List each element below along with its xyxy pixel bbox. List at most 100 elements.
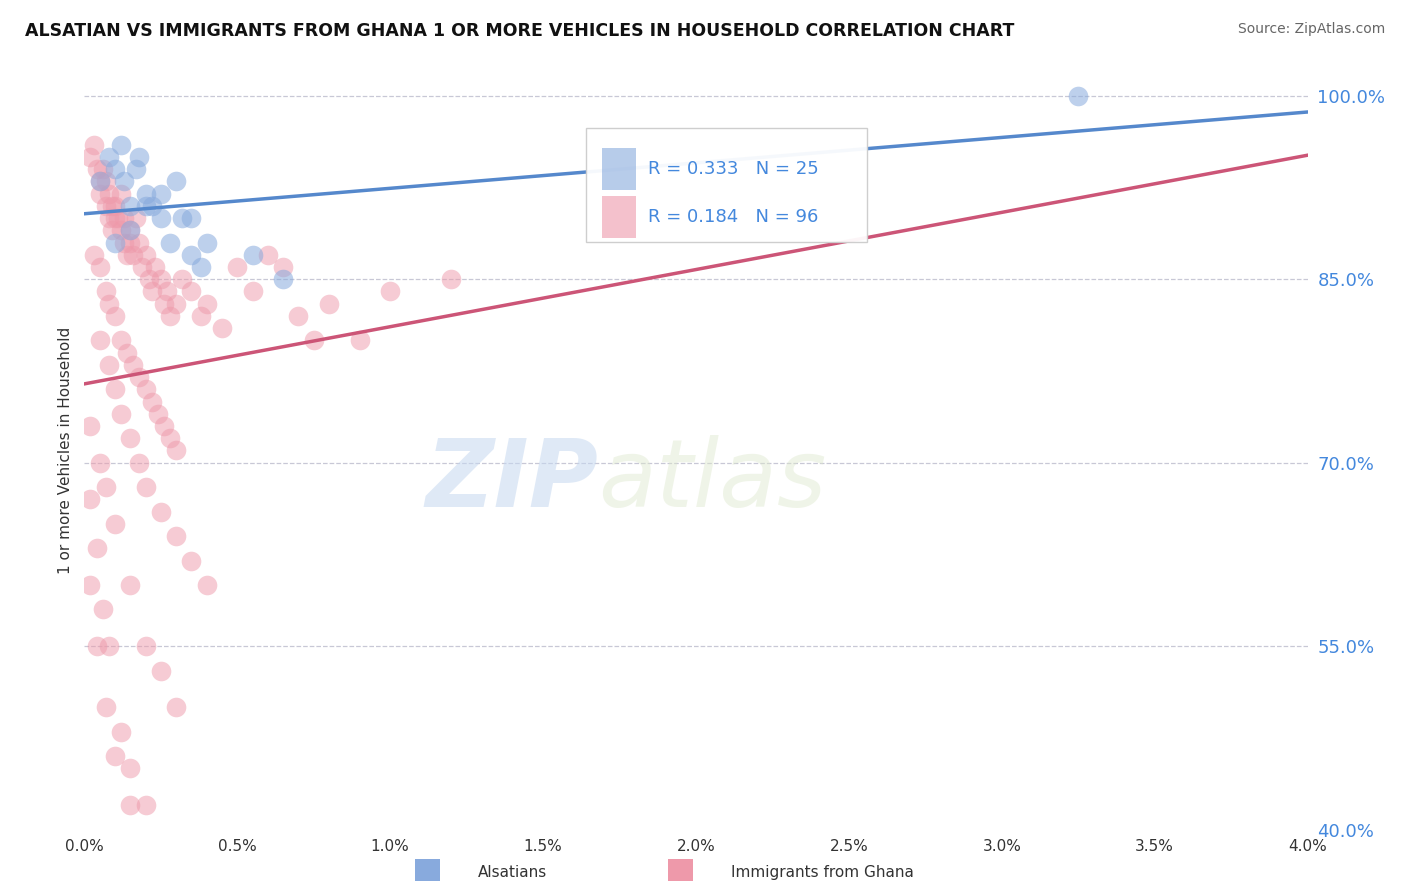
Point: [104, 749, 127, 764]
Point: [141, 394, 163, 409]
Point: [149, 211, 172, 226]
Point: [165, 174, 187, 188]
Point: [94, 480, 117, 494]
Point: [271, 260, 294, 274]
Point: [83, 137, 105, 152]
Point: [242, 248, 264, 262]
Point: [120, 223, 142, 237]
Point: [104, 235, 127, 250]
Point: [94, 700, 117, 714]
Bar: [602, 196, 636, 238]
Point: [159, 309, 181, 323]
Text: Source: ZipAtlas.com: Source: ZipAtlas.com: [1237, 22, 1385, 37]
Point: [195, 578, 218, 592]
Point: [112, 211, 135, 226]
Point: [89, 186, 111, 201]
Point: [135, 382, 157, 396]
Point: [195, 296, 218, 310]
Point: [112, 235, 135, 250]
Point: [91, 162, 114, 177]
Point: [122, 248, 145, 262]
Point: [97, 150, 120, 164]
Point: [149, 505, 172, 519]
Point: [1067, 88, 1090, 103]
Point: [165, 700, 187, 714]
Text: R = 0.333   N = 25: R = 0.333 N = 25: [648, 161, 820, 178]
Point: [97, 211, 120, 226]
Point: [86, 639, 108, 653]
Point: [131, 260, 153, 274]
Point: [97, 296, 120, 310]
Point: [180, 211, 202, 226]
Point: [135, 248, 157, 262]
Point: [79, 150, 101, 164]
Point: [141, 285, 163, 299]
Point: [190, 309, 212, 323]
Point: [89, 174, 111, 188]
Point: [146, 407, 169, 421]
Point: [97, 358, 120, 372]
Point: [101, 223, 124, 237]
Point: [172, 272, 194, 286]
Point: [287, 309, 309, 323]
Point: [125, 211, 148, 226]
Point: [94, 199, 117, 213]
Point: [110, 724, 132, 739]
Point: [180, 553, 202, 567]
Point: [86, 541, 108, 556]
Point: [242, 285, 264, 299]
Point: [104, 199, 127, 213]
Point: [135, 186, 157, 201]
Text: ZIP: ZIP: [425, 434, 598, 527]
Point: [165, 296, 187, 310]
Point: [89, 260, 111, 274]
Point: [149, 186, 172, 201]
Point: [190, 260, 212, 274]
Point: [271, 272, 294, 286]
Point: [195, 235, 218, 250]
Point: [180, 285, 202, 299]
Point: [94, 174, 117, 188]
Point: [110, 137, 132, 152]
Point: [115, 345, 138, 359]
Point: [104, 516, 127, 531]
Point: [89, 456, 111, 470]
Point: [159, 235, 181, 250]
Point: [97, 639, 120, 653]
Point: [122, 358, 145, 372]
Point: [120, 761, 142, 775]
Point: [120, 798, 142, 813]
Point: [128, 370, 150, 384]
Point: [153, 419, 176, 434]
Point: [153, 296, 176, 310]
Point: [380, 285, 402, 299]
Point: [172, 211, 194, 226]
Point: [226, 260, 249, 274]
Point: [91, 602, 114, 616]
Point: [257, 248, 280, 262]
Text: Immigrants from Ghana: Immigrants from Ghana: [731, 865, 914, 880]
Point: [120, 235, 142, 250]
Point: [120, 431, 142, 445]
Point: [83, 248, 105, 262]
Point: [128, 235, 150, 250]
Point: [86, 162, 108, 177]
Point: [97, 186, 120, 201]
Point: [349, 334, 371, 348]
Point: [318, 296, 340, 310]
Point: [79, 578, 101, 592]
Bar: [602, 148, 636, 190]
Point: [165, 529, 187, 543]
Point: [440, 272, 463, 286]
Point: [128, 456, 150, 470]
Text: R = 0.184   N = 96: R = 0.184 N = 96: [648, 208, 818, 226]
Point: [156, 285, 179, 299]
Text: Alsatians: Alsatians: [478, 865, 547, 880]
Point: [211, 321, 233, 335]
Point: [141, 199, 163, 213]
Point: [149, 272, 172, 286]
Point: [110, 186, 132, 201]
Point: [104, 382, 127, 396]
Point: [101, 199, 124, 213]
Point: [149, 664, 172, 678]
